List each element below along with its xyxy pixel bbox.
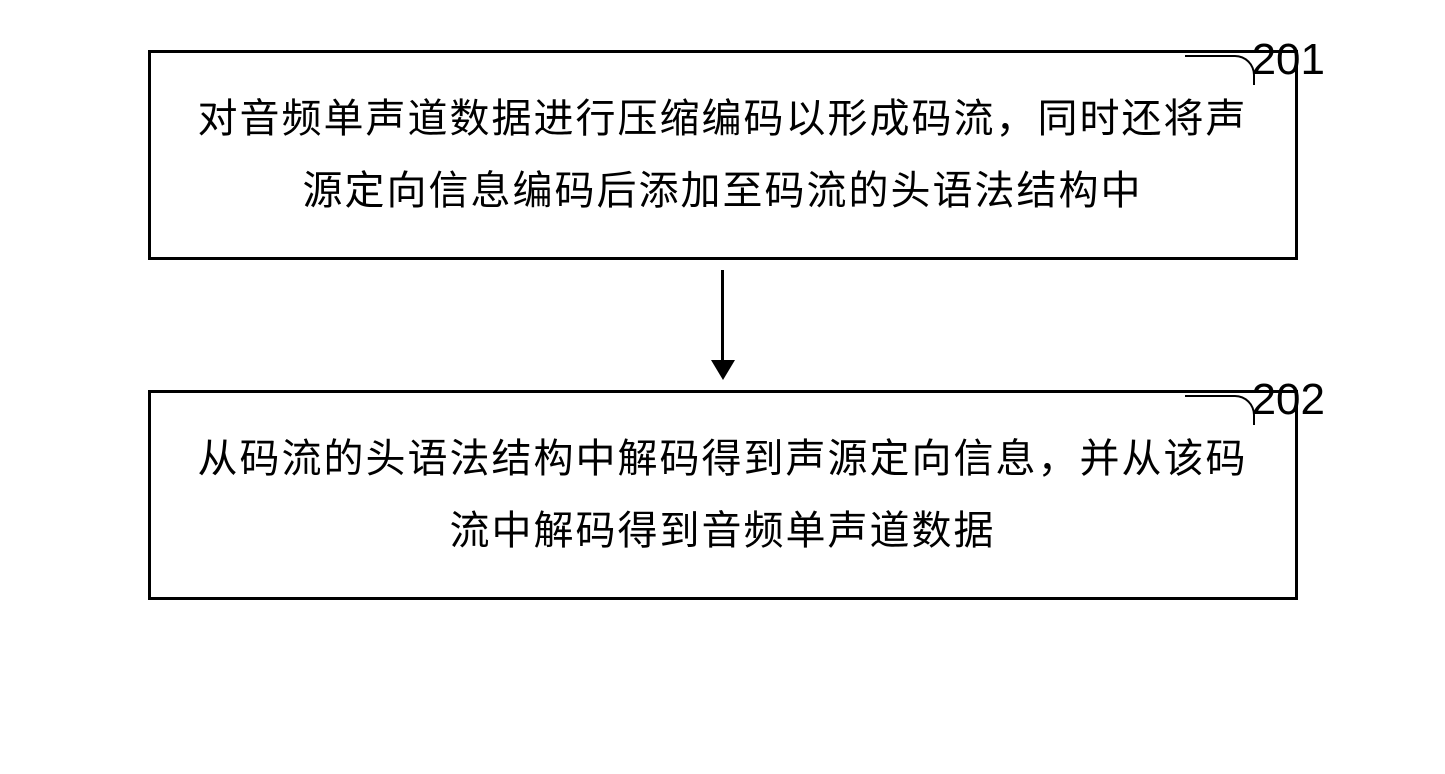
arrow-line-1 bbox=[721, 270, 724, 360]
step-text-2: 从码流的头语法结构中解码得到声源定向信息，并从该码流中解码得到音频单声道数据 bbox=[191, 423, 1255, 567]
step-label-2: 202 bbox=[1252, 375, 1325, 425]
arrow-1 bbox=[711, 260, 735, 390]
flowchart-container: 201 对音频单声道数据进行压缩编码以形成码流，同时还将声源定向信息编码后添加至… bbox=[30, 30, 1415, 600]
step-wrapper-2: 202 从码流的头语法结构中解码得到声源定向信息，并从该码流中解码得到音频单声道… bbox=[30, 390, 1415, 600]
label-connector-2 bbox=[1185, 395, 1255, 425]
step-box-2: 从码流的头语法结构中解码得到声源定向信息，并从该码流中解码得到音频单声道数据 bbox=[148, 390, 1298, 600]
step-box-1: 对音频单声道数据进行压缩编码以形成码流，同时还将声源定向信息编码后添加至码流的头… bbox=[148, 50, 1298, 260]
step-label-1: 201 bbox=[1252, 35, 1325, 85]
label-connector-1 bbox=[1185, 55, 1255, 85]
arrow-head-1 bbox=[711, 360, 735, 380]
step-wrapper-1: 201 对音频单声道数据进行压缩编码以形成码流，同时还将声源定向信息编码后添加至… bbox=[30, 50, 1415, 260]
step-text-1: 对音频单声道数据进行压缩编码以形成码流，同时还将声源定向信息编码后添加至码流的头… bbox=[191, 83, 1255, 227]
